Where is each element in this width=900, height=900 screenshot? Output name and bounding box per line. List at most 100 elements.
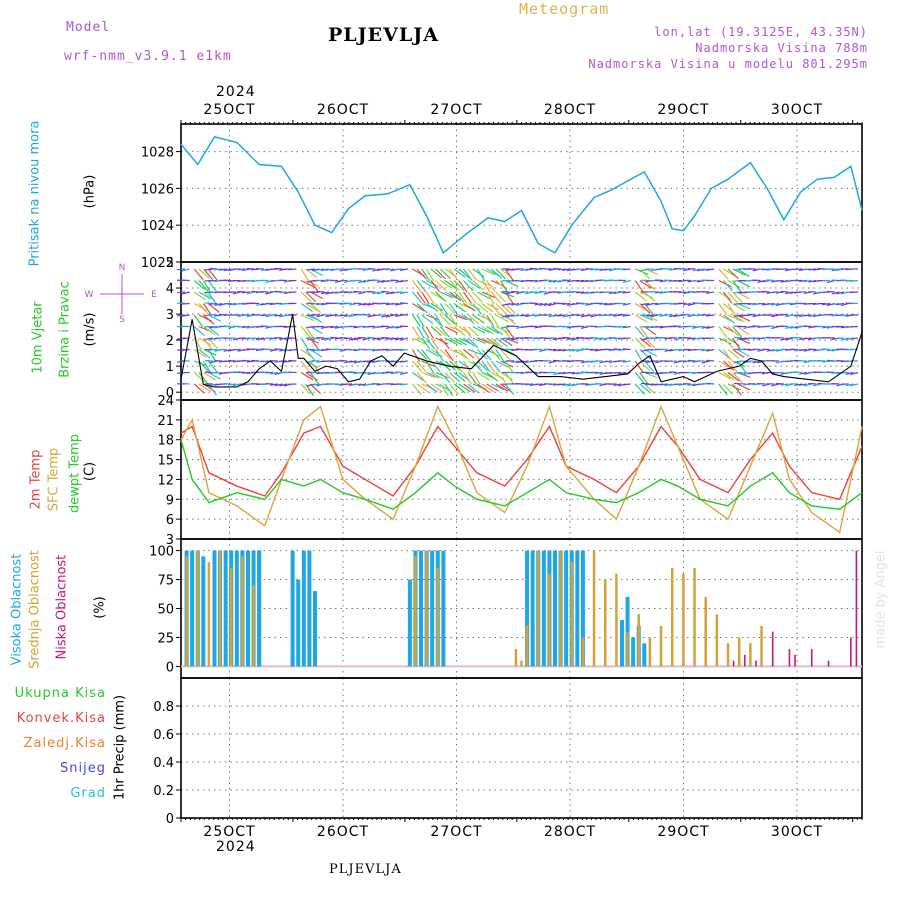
wind-arrow [511,360,520,363]
low-cloud-bar [850,637,852,667]
wind-arrow [309,280,319,293]
year-label-top: 2024 [216,84,256,100]
mid-cloud-bar [704,596,707,667]
wind-arrow [599,302,608,305]
wind-arrow [727,326,740,337]
wind-arrow [576,314,585,317]
wind-arrow [274,383,283,387]
wind-arrow [706,337,715,340]
wind-arrow [449,360,461,371]
wind-arrow [571,348,580,352]
wind-arrow [435,268,446,280]
wind-arrow [808,382,817,385]
y-tick-label: 0.8 [153,700,174,715]
wind-arrow [412,372,425,382]
wind-arrow [529,302,538,305]
wind-arrow [732,280,742,293]
wind-arrow [305,349,316,361]
wind-arrow [421,326,430,339]
wind-arrow [325,337,334,341]
mid-cloud-bar [241,556,244,667]
wind-arrow [798,279,808,282]
wind-arrow [198,337,212,346]
wind-arrow [733,371,743,374]
wind-arrow [193,314,203,327]
wind-arrow [794,383,803,387]
wind-arrow [822,325,831,329]
wind-arrow [548,302,557,307]
wind-arrow [803,279,812,283]
y-tick-label: 5 [166,256,174,271]
wind-arrow [673,325,682,328]
temp-dewpt-line [180,439,863,510]
wind-arrow [395,268,404,271]
y-tick-label: 3 [166,533,174,548]
wind-arrow [411,291,422,304]
wind-arrow [181,348,190,351]
wind-arrow [472,291,483,303]
station-title: PLJEVLJA [328,24,439,46]
wind-arrow [822,302,831,306]
wind-arrow [316,290,325,293]
bottom-day-label: 26OCT [317,824,369,840]
wind-arrow [255,348,264,352]
mid-cloud-bar [581,637,585,667]
wind-arrow [176,291,186,294]
wind-arrow [430,314,442,326]
wind-arrow [682,268,692,272]
low-cloud-bar [743,654,746,667]
wind-arrow [449,314,459,327]
wind-arrow [668,371,678,374]
wind-arrow [435,326,447,337]
panel-frame [180,677,863,819]
wind-arrow [803,325,812,328]
wind-arrow [850,371,859,376]
mid-cloud-bar [548,573,551,667]
mid-cloud-bar [626,631,629,667]
mid-cloud-bar [737,637,741,667]
y-tick-label: 3 [166,308,174,323]
wind-arrow [644,383,656,394]
wind-arrow [430,348,444,358]
wind-arrow [682,302,692,306]
wind-arrow [416,372,427,384]
wind-arrow [738,337,747,340]
wind-arrow [723,360,735,371]
wind-arrow [718,291,732,300]
wind-arrow [209,302,218,305]
wind-arrow [425,360,435,374]
wind-arrow [462,326,473,339]
wind-arrow [738,371,747,375]
precip-legend-total: Ukupna Kisa [14,686,106,701]
wind-arrow [723,372,736,381]
bottom-day-label: 28OCT [544,824,596,840]
wind-arrow [737,383,751,391]
wind-arrow [850,383,859,387]
wind-arrow [316,268,325,271]
wind-arrow [622,279,631,284]
wind-arrow [399,279,408,283]
y-tick-label: 1024 [141,219,174,234]
wind-arrow [495,268,507,280]
mid-cloud-bar [603,579,607,667]
wind-arrow [673,337,682,341]
wind-arrow [743,314,752,317]
wind-arrow [181,314,190,317]
wind-arrow [576,279,585,282]
wind-arrow [449,303,459,316]
wind-arrow [495,383,509,392]
wind-arrow [444,325,458,334]
wind-arrow [718,303,728,316]
wind-arrow [411,349,421,362]
wind-arrow [504,291,514,304]
wind-arrow [481,337,495,346]
wind-arrow [718,383,728,396]
wind-arrow [395,279,404,284]
wind-arrow [727,279,741,289]
wind-arrow [622,268,631,271]
wind-arrow [306,268,316,271]
wind-arrow [309,372,319,385]
wind-arrow [209,325,218,329]
wind-arrow [817,359,826,362]
wind-arrow [203,268,214,281]
